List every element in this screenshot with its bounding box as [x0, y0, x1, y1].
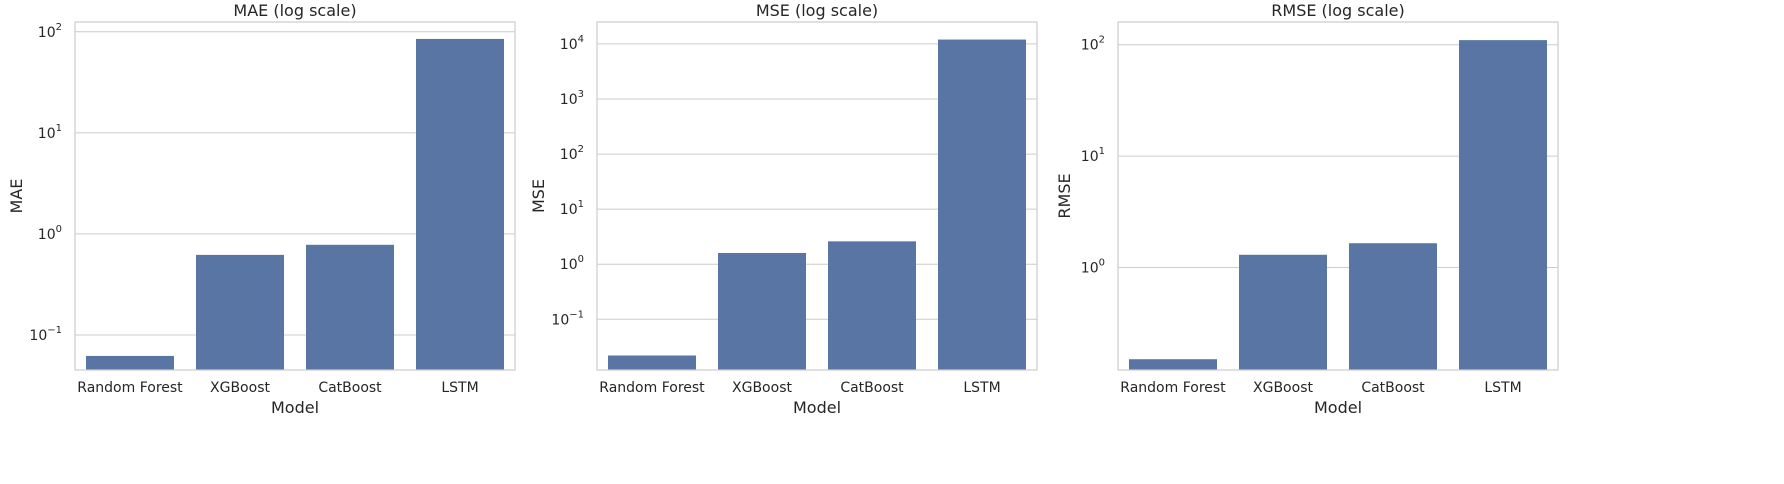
mse-axes-frame [596, 21, 1038, 371]
mse-ytick-label-4: 103 [560, 89, 584, 108]
mae-ytick-label-3: 102 [38, 22, 62, 41]
rmse-xtick-label-catboost: CatBoost [1361, 380, 1425, 396]
rmse-ytick-label-0: 100 [1081, 257, 1105, 276]
mae-ytick-label-1: 100 [38, 224, 62, 243]
rmse-x-axis-label: Model [1314, 398, 1362, 417]
mse-y-axis-label: MSE [529, 179, 548, 213]
mae-ytick-label-0: 10−1 [29, 325, 62, 344]
mae-axes-frame [74, 21, 516, 371]
mae-xtick-label-lstm: LSTM [441, 380, 478, 396]
mae-y-axis-label: MAE [7, 179, 26, 214]
mse-bar-lstm [938, 39, 1026, 370]
mae-bar-xgboost [196, 254, 284, 370]
mse-ytick-label-1: 100 [560, 254, 584, 273]
mse-chart-title: MSE (log scale) [756, 1, 878, 20]
mse-panel: 10−1 100 101 102 103 104 Random Forest XGBoost C… [529, 1, 1038, 417]
mse-xtick-label-catboost: CatBoost [840, 380, 904, 396]
rmse-ytick-label-1: 101 [1081, 146, 1105, 165]
mae-bar-catboost [306, 244, 394, 370]
mse-bar-xgboost [718, 252, 806, 370]
rmse-bar-random-forest [1129, 359, 1217, 370]
mse-ytick-label-5: 104 [560, 34, 584, 53]
rmse-chart-title: RMSE (log scale) [1271, 1, 1404, 20]
rmse-xtick-label-lstm: LSTM [1484, 380, 1521, 396]
rmse-y-axis-label: RMSE [1055, 173, 1074, 218]
rmse-ytick-label-2: 102 [1081, 35, 1105, 54]
rmse-panel: 100 101 102 Random Forest XGBoost CatBoost LST… [1055, 1, 1559, 417]
mae-x-axis-label: Model [271, 398, 319, 417]
mse-bar-random-forest [608, 355, 696, 370]
mae-ytick-label-2: 101 [38, 123, 62, 142]
rmse-xtick-label-xgboost: XGBoost [1253, 380, 1313, 396]
mae-bar-lstm [416, 38, 504, 371]
rmse-axes-frame [1117, 21, 1559, 371]
mse-ytick-label-2: 101 [560, 199, 584, 218]
rmse-bar-catboost [1349, 243, 1437, 370]
mse-xtick-label-lstm: LSTM [963, 380, 1000, 396]
rmse-xtick-label-random-forest: Random Forest [1120, 380, 1226, 396]
mse-x-axis-label: Model [793, 398, 841, 417]
mse-ytick-label-3: 102 [560, 144, 584, 163]
rmse-bar-xgboost [1239, 254, 1327, 370]
rmse-bar-lstm [1459, 40, 1547, 370]
mse-xtick-label-random-forest: Random Forest [599, 380, 705, 396]
mse-bar-catboost [828, 241, 916, 370]
mae-xtick-label-random-forest: Random Forest [77, 380, 183, 396]
mae-xtick-label-xgboost: XGBoost [210, 380, 270, 396]
mae-xtick-label-catboost: CatBoost [318, 380, 382, 396]
mae-panel: 10−1 100 101 102 Random Forest XGBoost CatBoos… [7, 1, 516, 417]
mse-ytick-label-0: 10−1 [551, 309, 584, 328]
mae-chart-title: MAE (log scale) [233, 1, 356, 20]
mse-xtick-label-xgboost: XGBoost [732, 380, 792, 396]
mae-bar-random-forest [86, 355, 174, 370]
